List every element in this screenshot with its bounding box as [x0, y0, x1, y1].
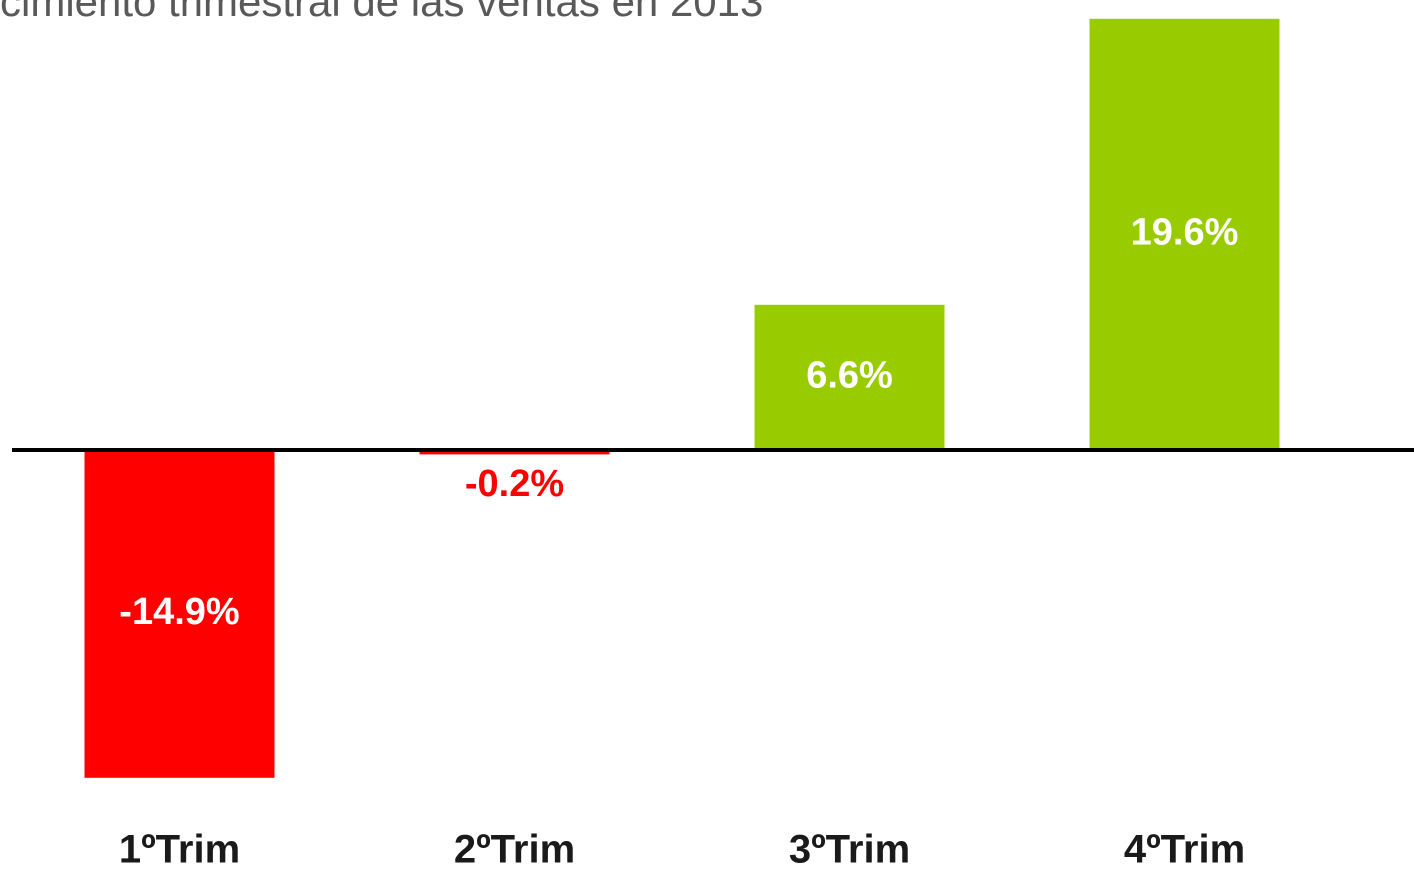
bar — [419, 450, 610, 455]
bar — [1089, 18, 1280, 451]
value-label: -0.2% — [465, 463, 564, 505]
chart-title: cimiento trimestral de las ventas en 201… — [0, 0, 763, 25]
x-tick-label: 4ºTrim — [1124, 828, 1245, 872]
x-tick-label: 2ºTrim — [454, 828, 575, 872]
value-label: 19.6% — [1131, 211, 1239, 253]
bar — [754, 304, 945, 450]
value-label: 6.6% — [806, 354, 893, 396]
value-label: -14.9% — [119, 591, 239, 633]
bar — [84, 450, 275, 778]
x-tick-label: 1ºTrim — [119, 828, 240, 872]
x-tick-label: 3ºTrim — [789, 828, 910, 872]
